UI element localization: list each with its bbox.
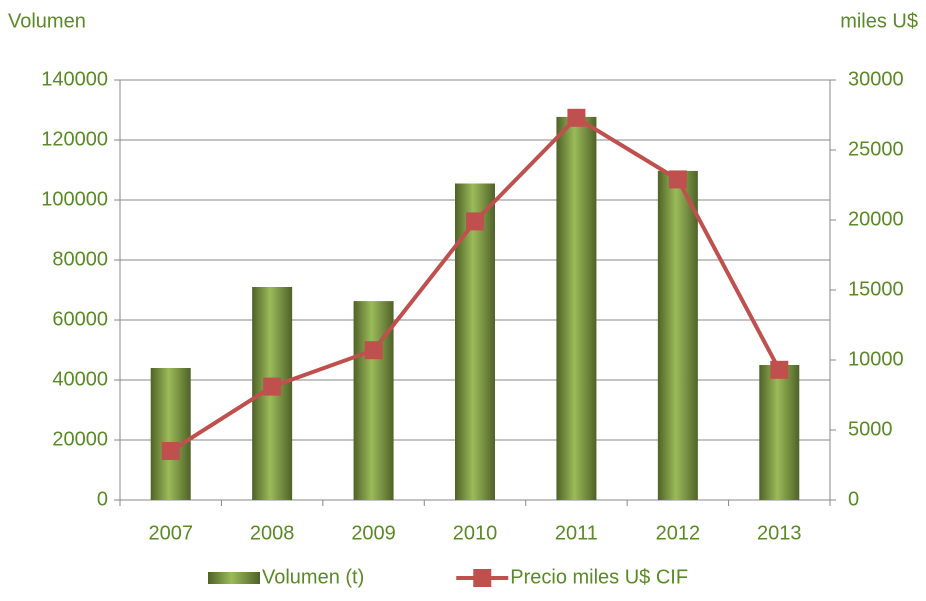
marker xyxy=(567,108,586,127)
y2-tick-label: 10000 xyxy=(848,348,904,370)
bar xyxy=(150,368,191,500)
y2-tick-label: 5000 xyxy=(848,418,893,440)
marker xyxy=(161,442,180,460)
y-tick-label: 100000 xyxy=(41,188,108,210)
x-tick-label: 2012 xyxy=(656,522,701,544)
y-tick-label: 40000 xyxy=(52,368,108,390)
marker xyxy=(263,377,282,396)
bar xyxy=(556,116,597,501)
y-tick-label: 60000 xyxy=(52,308,108,330)
bar xyxy=(657,170,698,500)
x-tick-label: 2011 xyxy=(555,522,598,544)
legend-label: Volumen (t) xyxy=(262,566,364,588)
legend-swatch xyxy=(208,572,260,584)
x-tick-label: 2009 xyxy=(351,522,396,544)
x-tick-label: 2008 xyxy=(250,522,295,544)
y-tick-label: 140000 xyxy=(41,68,108,90)
x-tick-label: 2007 xyxy=(148,522,193,544)
y-tick-label: 20000 xyxy=(52,428,108,450)
marker xyxy=(364,341,383,360)
x-tick-label: 2013 xyxy=(757,522,802,544)
x-tick-label: 2010 xyxy=(453,522,498,544)
legend-swatch xyxy=(473,569,492,587)
y-tick-label: 80000 xyxy=(52,248,108,270)
legend-label: Precio miles U$ CIF xyxy=(510,566,688,588)
y2-tick-label: 0 xyxy=(848,488,859,510)
marker xyxy=(668,170,687,189)
bar xyxy=(455,183,495,500)
y2-axis-title: miles U$ xyxy=(840,10,918,32)
marker xyxy=(466,212,484,231)
y-tick-label: 0 xyxy=(97,488,108,510)
bar xyxy=(759,365,800,500)
y-axis-title: Volumen xyxy=(8,10,86,32)
y2-tick-label: 20000 xyxy=(848,208,904,230)
y2-tick-label: 30000 xyxy=(848,68,904,90)
marker xyxy=(770,360,789,379)
y-tick-label: 120000 xyxy=(41,128,108,150)
y2-tick-label: 15000 xyxy=(848,278,904,300)
y2-tick-label: 25000 xyxy=(848,138,904,160)
